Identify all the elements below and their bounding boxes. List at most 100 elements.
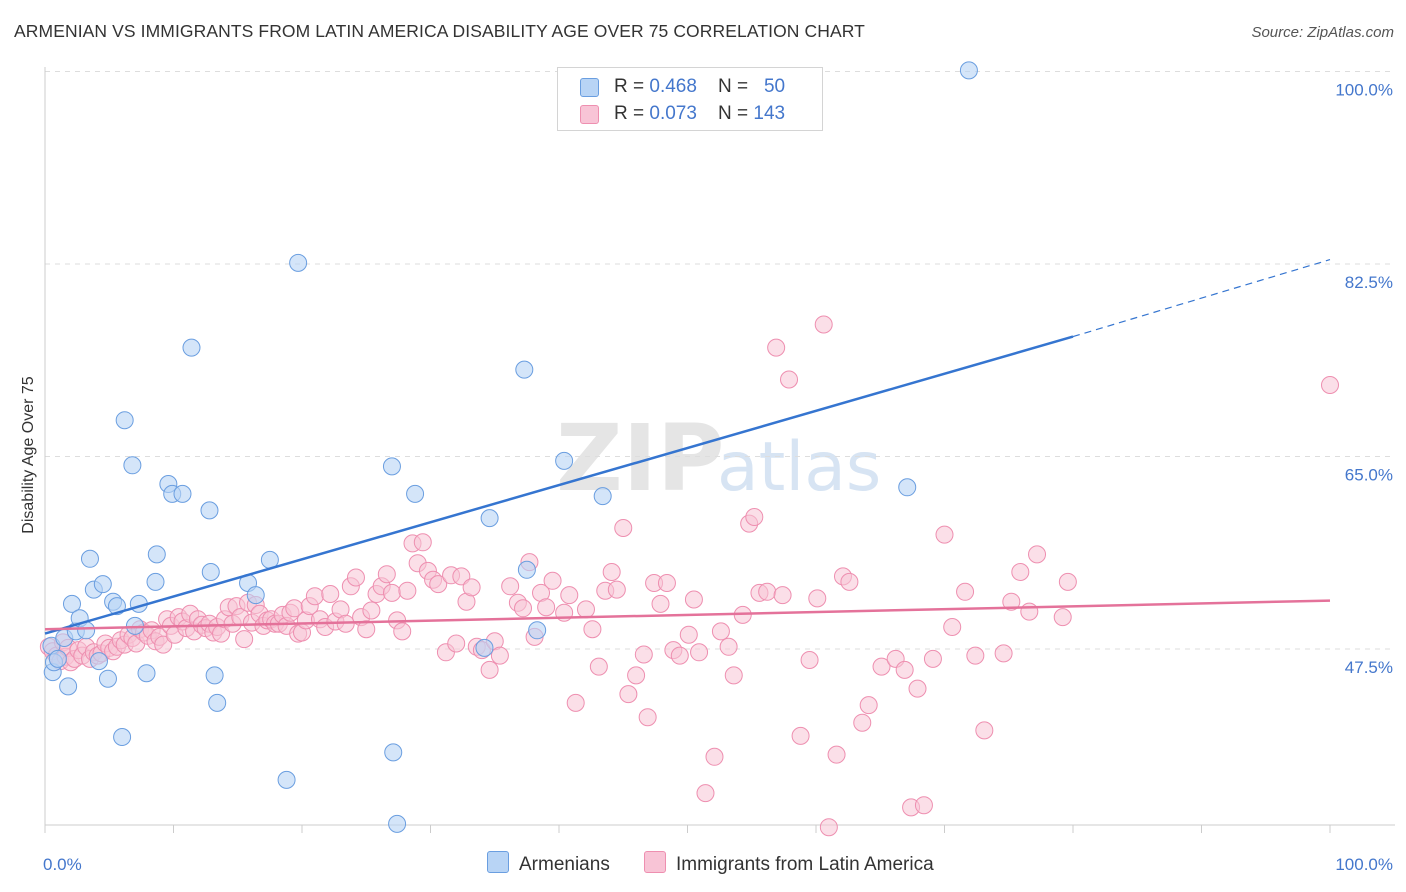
latin-point [413,533,432,552]
latin-point [651,594,670,613]
latin-point [840,572,859,591]
latin-point [975,721,994,740]
latin-point [627,666,646,685]
y-tick-label: 65.0% [1345,466,1393,485]
latin-point [235,630,254,649]
armenians-r-label: R = [614,76,650,97]
latin-point [607,580,626,599]
latin-point [1053,608,1072,627]
armenians-trend-line [44,335,1074,635]
latin-point [543,571,562,590]
latin-point [670,646,689,665]
armenian-point [208,693,227,712]
latin-point [943,618,962,636]
latin-point [560,586,579,605]
latin-point [657,574,676,592]
bottom-legend-latin[interactable]: Immigrants from Latin America [644,851,934,876]
latin-point [452,567,471,586]
y-tick-label: 82.5% [1345,273,1393,292]
armenian-point [898,478,917,497]
armenian-point [123,456,142,475]
armenian-point [113,728,132,746]
x-tick-label-min: 0.0% [43,855,82,874]
watermark-atlas: atlas [717,428,881,507]
latin-point [690,643,709,662]
armenian-point [200,501,219,520]
armenian-point [593,487,612,506]
latin-point [537,598,556,617]
latin-point [634,645,653,664]
latin-point [679,625,698,644]
latin-point [462,578,481,597]
latin-point [853,713,872,732]
latin-point [1002,592,1021,611]
latin-point [447,634,466,653]
latin-point [362,601,381,620]
y-tick-label: 47.5% [1345,658,1393,677]
y-axis-label: Disability Age Over 75 [20,376,37,534]
armenian-point [115,411,134,430]
latin-point [758,582,777,601]
x-tick-label-max: 100.0% [1335,855,1393,874]
armenian-point [517,560,536,579]
latin-point [1321,376,1339,394]
latin-point [859,696,878,715]
latin-point [872,657,891,676]
latin-point [724,666,743,685]
latin-point [908,679,927,698]
latin-point [1011,563,1030,581]
armenians-legend-label: Armenians [519,854,610,875]
armenians-trend-extension [1072,259,1331,338]
latin-point [800,651,819,669]
armenian-point [277,770,296,789]
latin-legend-label: Immigrants from Latin America [676,854,934,875]
latin-point [305,587,324,606]
armenian-point [89,652,108,671]
armenian-point [93,575,112,594]
armenians-r-value: 0.468 [649,76,697,97]
latin-point [814,315,833,334]
latin-r-value: 0.073 [649,103,697,124]
latin-point [1020,602,1039,621]
latin-point [966,646,985,665]
armenian-point [146,572,165,591]
armenian-point [246,586,265,605]
armenian-point [959,61,978,80]
latin-r-label: R = [614,103,650,124]
latin-trend-line [44,599,1331,631]
latin-point [638,708,657,727]
armenian-point [515,360,534,379]
latin-point [619,685,638,704]
armenian-point [289,253,308,272]
latin-point [791,726,810,745]
latin-point [705,747,724,766]
latin-point [589,657,608,676]
armenian-point [480,509,499,528]
latin-point [1028,545,1047,564]
latin-point [490,646,509,665]
armenian-point [59,677,78,696]
latin-point [576,600,595,619]
latin-point [1058,572,1077,591]
y-tick-label: 100.0% [1335,81,1393,100]
bottom-legend-armenians[interactable]: Armenians [487,851,610,876]
latin-point [357,620,376,639]
latin-point [154,635,173,654]
latin-swatch [580,105,599,124]
armenians-n-value: 50 [763,76,786,97]
armenian-point [388,814,407,833]
latin-point [566,693,585,712]
armenians-legend-swatch [487,851,509,873]
armenian-point [147,545,166,564]
latin-point [780,370,799,389]
latin-point [808,589,827,608]
armenian-point [555,451,574,470]
latin-point [994,644,1013,663]
watermark-zip: ZIP [556,405,724,512]
latin-point [393,622,412,641]
armenian-point [475,638,494,657]
latin-point [914,796,933,815]
armenian-point [182,338,201,357]
armenian-point [62,594,81,613]
latin-point [614,519,633,537]
